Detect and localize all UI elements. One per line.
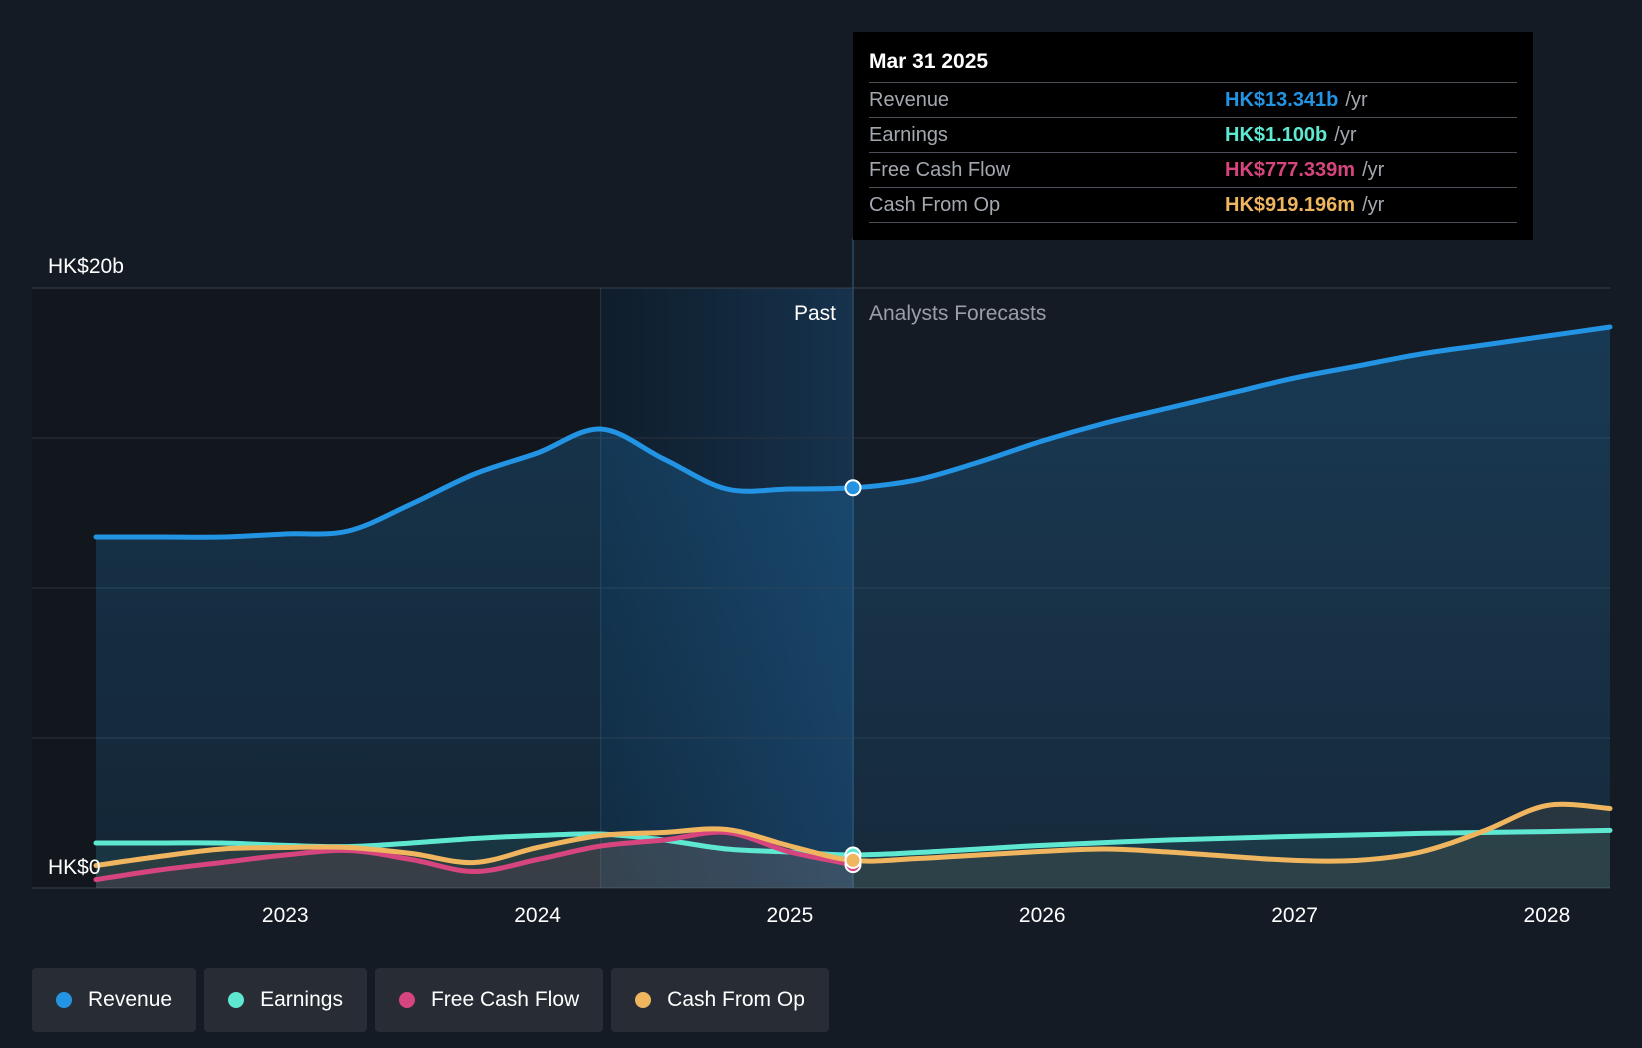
- x-axis-tick-label: 2026: [1019, 904, 1066, 927]
- tooltip-row-revenue: Revenue HK$13.341b /yr: [869, 82, 1517, 117]
- legend-dot-icon: [56, 992, 72, 1008]
- tooltip-label: Earnings: [869, 123, 948, 146]
- axis-labels: HK$20b HK$0 2023 2024 2025 2026 2027 2028 Past An…: [48, 255, 1570, 927]
- series-markers: [844, 479, 862, 874]
- tooltip-label: Revenue: [869, 88, 950, 111]
- legend-label: Earnings: [260, 988, 343, 1011]
- tooltip: Mar 31 2025 Revenue HK$13.341b /yr Earni…: [853, 32, 1533, 240]
- legend-item-earnings[interactable]: Earnings: [204, 968, 367, 1032]
- area-revenue: [96, 327, 1610, 888]
- legend-item-cash-from-op[interactable]: Cash From Op: [611, 968, 829, 1032]
- x-axis-tick-label: 2024: [514, 904, 561, 927]
- legend-dot-icon: [228, 992, 245, 1008]
- legend-item-free-cash-flow[interactable]: Free Cash Flow: [374, 968, 604, 1032]
- tooltip-label: Free Cash Flow: [869, 158, 1011, 181]
- tooltip-value: HK$13.341b: [1225, 88, 1339, 111]
- x-axis-tick-label: 2028: [1524, 904, 1571, 927]
- y-axis-label: HK$20b: [48, 255, 124, 278]
- y-axis-label: HK$0: [48, 856, 101, 879]
- legend-dot-icon: [398, 992, 415, 1008]
- tooltip-unit: /yr: [1334, 123, 1357, 146]
- tooltip-row-cash-from-op: Cash From Op HK$919.196m /yr: [869, 187, 1517, 223]
- legend-dot-icon: [635, 992, 652, 1008]
- past-label: Past: [794, 302, 836, 325]
- x-axis-tick-label: 2025: [767, 904, 814, 927]
- tooltip-row-earnings: Earnings HK$1.100b /yr: [869, 117, 1517, 152]
- tooltip-value: HK$919.196m: [1225, 193, 1356, 216]
- x-axis-tick-label: 2027: [1271, 904, 1318, 927]
- legend-label: Revenue: [88, 988, 173, 1011]
- legend-label: Free Cash Flow: [430, 988, 580, 1011]
- legend-label: Cash From Op: [667, 988, 805, 1011]
- tooltip-unit: /yr: [1362, 193, 1385, 216]
- area-cash-from-op: [96, 804, 1610, 888]
- legend: Revenue Earnings Free Cash Flow Cash Fro…: [32, 968, 829, 1032]
- x-axis-tick-label: 2023: [262, 904, 309, 927]
- tooltip-label: Cash From Op: [869, 193, 1001, 216]
- tooltip-value: HK$777.339m: [1225, 158, 1356, 181]
- area-free-cash-flow: [96, 832, 853, 888]
- tooltip-unit: /yr: [1362, 158, 1385, 181]
- line-free-cash-flow: [93, 829, 856, 883]
- tooltip-row-free-cash-flow: Free Cash Flow HK$777.339m /yr: [869, 152, 1517, 187]
- legend-item-revenue[interactable]: Revenue: [32, 968, 197, 1032]
- tooltip-date: Mar 31 2025: [869, 50, 989, 73]
- marker-revenue: [844, 479, 862, 497]
- tooltip-unit: /yr: [1345, 88, 1368, 111]
- marker-cash-from-op: [844, 851, 862, 869]
- tooltip-value: HK$1.100b: [1225, 123, 1328, 146]
- forecast-label: Analysts Forecasts: [869, 302, 1046, 325]
